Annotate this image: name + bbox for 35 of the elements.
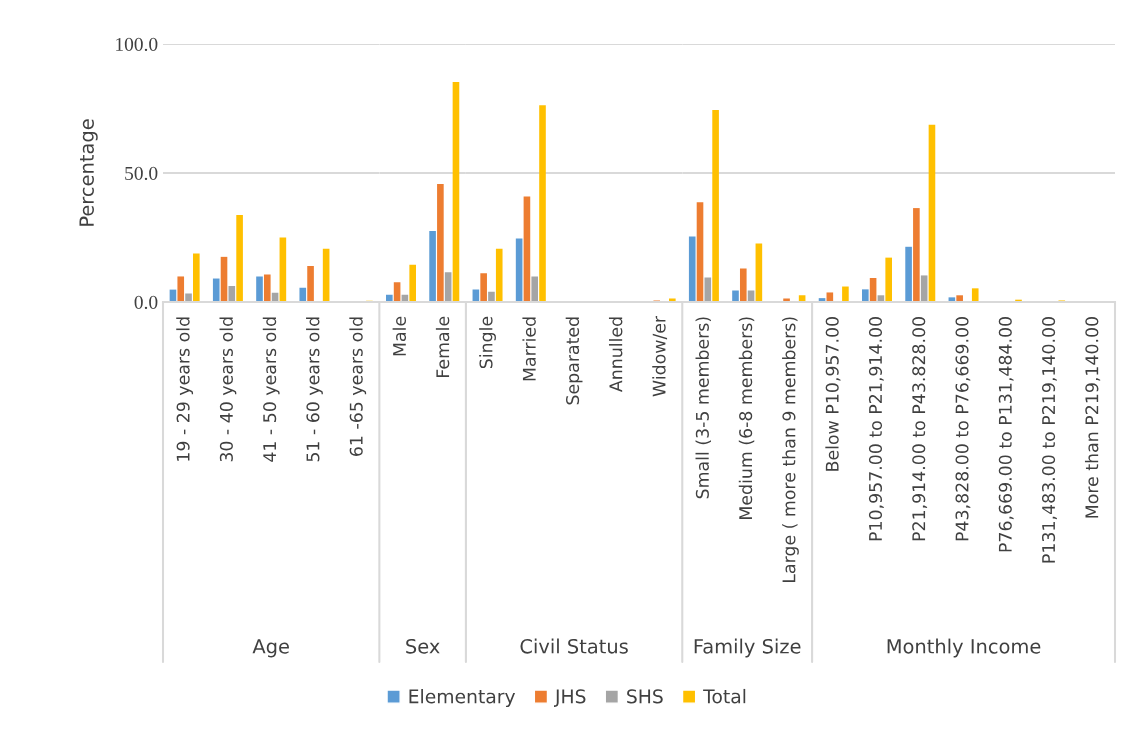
x-tick-label: 30 - 40 years old bbox=[219, 317, 237, 462]
x-tick-label: 61 -65 years old bbox=[349, 317, 367, 456]
x-tick-label: P21,914.00 to P43.828.00 bbox=[912, 317, 928, 541]
x-tick-label: Below P10,957.00 bbox=[825, 317, 841, 471]
x-tick-label: Married bbox=[522, 317, 536, 381]
legend-label: Elementary bbox=[409, 688, 516, 708]
x-tick-label: Widow/er bbox=[652, 315, 668, 397]
x-tick-label: 19 - 29 years old bbox=[176, 317, 194, 461]
x-tick-label: P10,957.00 to P21,914.00 bbox=[868, 317, 884, 541]
x-tick-label: Male bbox=[392, 316, 407, 356]
x-tick-label: 41 - 50 years old bbox=[262, 317, 280, 462]
x-axis-title: Sex bbox=[406, 638, 440, 654]
y-tick-label: 50.0 bbox=[125, 166, 158, 181]
x-tick-label: P131,483.00 to P219,140.00 bbox=[1042, 317, 1057, 563]
y-tick-label: 100.0 bbox=[116, 37, 158, 52]
x-tick-label: Large ( more than 9 members) bbox=[782, 317, 799, 583]
x-axis-title: Age bbox=[252, 639, 289, 658]
x-tick-label: Annulled bbox=[608, 317, 623, 392]
x-tick-label: Female bbox=[435, 316, 450, 377]
legend-label: SHS bbox=[627, 689, 663, 704]
legend-label: JHS bbox=[554, 689, 586, 707]
x-tick-label: Separated bbox=[565, 317, 583, 405]
x-tick-label: P76,669.00 to P131,484.00 bbox=[998, 317, 1014, 552]
y-tick-label: 0.0 bbox=[134, 295, 158, 310]
x-tick-label: More than P219,140.00 bbox=[1084, 317, 1101, 518]
x-axis-title: Family Size bbox=[694, 638, 801, 658]
y-axis-title: Percentage bbox=[79, 119, 98, 226]
x-tick-label: Single bbox=[479, 316, 496, 369]
x-axis-title: Monthly Income bbox=[887, 638, 1041, 658]
x-tick-label: P43,828.00 to P76,669.00 bbox=[955, 317, 971, 541]
x-tick-label: Small (3-5 members) bbox=[695, 317, 711, 499]
x-tick-label: 51 - 60 years old bbox=[306, 317, 323, 462]
legend-label: Total bbox=[703, 688, 746, 704]
x-tick-label: Medium (6-8 members) bbox=[738, 317, 755, 519]
x-axis-title: Civil Status bbox=[520, 638, 628, 654]
